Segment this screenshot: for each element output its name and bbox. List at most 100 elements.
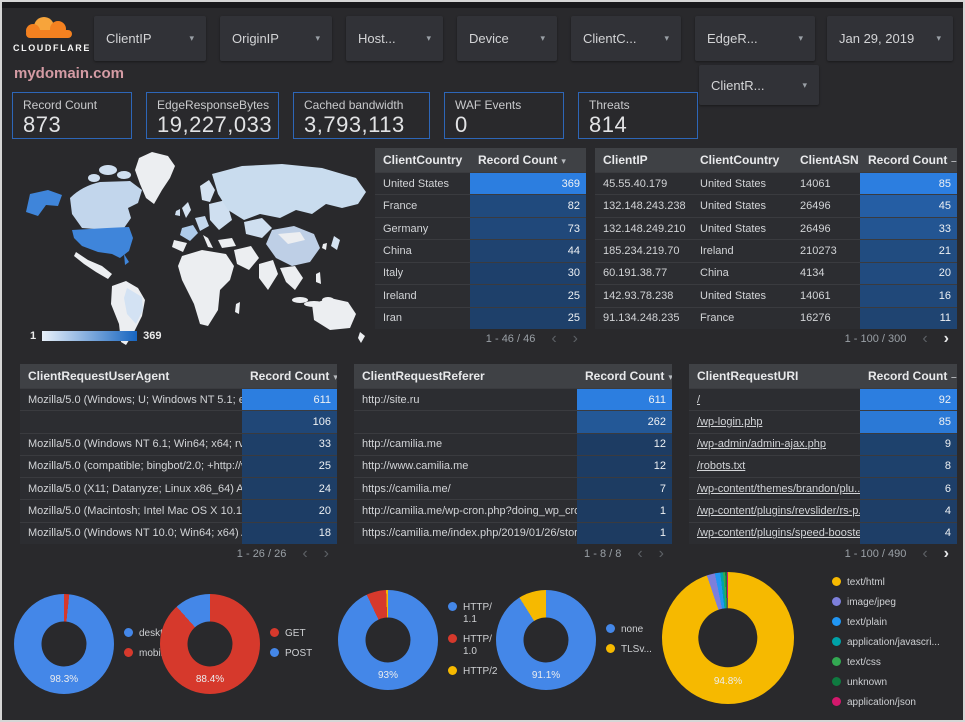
table-row[interactable]: 185.234.219.70 Ireland 210273 21 bbox=[595, 239, 957, 262]
filter-host[interactable]: Host... ▾ bbox=[346, 16, 443, 61]
legend-label: HTTP/ 1.1 bbox=[463, 602, 492, 625]
column-header[interactable]: ClientRequestURI bbox=[697, 369, 799, 383]
legend-item[interactable]: GET bbox=[270, 628, 312, 640]
table-row[interactable]: Mozilla/5.0 (X11; Datanyze; Linux x86_64… bbox=[20, 477, 337, 500]
legend-item[interactable]: HTTP/ 1.1 bbox=[448, 602, 497, 626]
table-row[interactable]: 132.148.243.238 United States 26496 45 bbox=[595, 194, 957, 217]
filter-originip[interactable]: OriginIP ▾ bbox=[220, 16, 332, 61]
cell: /wp-content/plugins/revslider/rs-p... bbox=[697, 505, 860, 518]
cell: 4134 bbox=[800, 267, 825, 280]
filter-edgeresponse[interactable]: EdgeR... ▾ bbox=[695, 16, 815, 61]
table-row[interactable]: 60.191.38.77 China 4134 20 bbox=[595, 261, 957, 285]
table-row[interactable]: /robots.txt 8 bbox=[689, 454, 957, 478]
table-row[interactable]: /wp-content/plugins/speed-booste... 4 bbox=[689, 521, 957, 544]
legend-item[interactable]: application/json bbox=[832, 697, 940, 709]
chevron-down-icon: ▾ bbox=[802, 79, 807, 90]
sort-descending-icon: ‒ bbox=[951, 156, 957, 166]
world-map[interactable]: 1 369 bbox=[12, 148, 372, 348]
table-row[interactable]: /wp-login.php 85 bbox=[689, 410, 957, 433]
table-row[interactable]: /wp-content/plugins/revslider/rs-p... 4 bbox=[689, 499, 957, 522]
table-row[interactable]: 45.55.40.179 United States 14061 85 bbox=[595, 172, 957, 195]
table-row[interactable]: http://camilia.me/wp-cron.php?doing_wp_c… bbox=[354, 499, 672, 522]
column-header[interactable]: ClientRequestUserAgent bbox=[28, 369, 170, 383]
table-row[interactable]: United States 369 bbox=[375, 172, 586, 195]
table-row[interactable]: https://camilia.me/7 bbox=[354, 477, 672, 500]
table-row[interactable]: Mozilla/5.0 (compatible; bingbot/2.0; +h… bbox=[20, 454, 337, 478]
report-title: mydomain.com bbox=[14, 65, 125, 82]
table-row[interactable]: 132.148.249.210 United States 26496 33 bbox=[595, 216, 957, 240]
legend-item[interactable]: none bbox=[606, 624, 652, 636]
table-pagination: 1 - 8 / 8 ‹ › bbox=[354, 544, 672, 562]
pagination-range: 1 - 26 / 26 bbox=[236, 547, 287, 560]
legend-item[interactable]: HTTP/2 bbox=[448, 666, 497, 678]
column-header[interactable]: ClientIP bbox=[603, 153, 648, 167]
table-row[interactable]: http://camilia.me 12 bbox=[354, 432, 672, 455]
legend-item[interactable]: text/html bbox=[832, 577, 940, 589]
column-header[interactable]: ClientCountry bbox=[383, 153, 463, 167]
table-row[interactable]: /wp-admin/admin-ajax.php 9 bbox=[689, 432, 957, 455]
chevron-right-icon[interactable]: › bbox=[943, 329, 949, 347]
legend-item[interactable]: image/jpeg bbox=[832, 597, 940, 609]
legend-label: text/plain bbox=[847, 617, 888, 628]
table-header: ClientCountry Record Count ▾ bbox=[375, 148, 586, 172]
table-row[interactable]: Mozilla/5.0 (Windows NT 10.0; Win64; x64… bbox=[20, 521, 337, 544]
column-header[interactable]: ClientASN bbox=[800, 153, 859, 167]
table-row[interactable]: France 82 bbox=[375, 194, 586, 217]
table-row[interactable]: Italy 30 bbox=[375, 261, 586, 285]
scorecard: Record Count 873 bbox=[12, 92, 132, 139]
table-row[interactable]: 262 bbox=[354, 410, 672, 433]
legend-item[interactable]: mobile bbox=[124, 648, 171, 660]
filter-clientcountry[interactable]: ClientC... ▾ bbox=[571, 16, 681, 61]
table-row[interactable]: Mozilla/5.0 (Macintosh; Intel Mac OS X 1… bbox=[20, 499, 337, 522]
table-row[interactable]: Mozilla/5.0 (Windows; U; Windows NT 5.1;… bbox=[20, 388, 337, 411]
table-row[interactable]: Ireland 25 bbox=[375, 284, 586, 307]
cell: 210273 bbox=[800, 244, 837, 257]
legend-item[interactable]: unknown bbox=[832, 677, 940, 689]
table-row[interactable]: 106 bbox=[20, 410, 337, 433]
cell: 82 bbox=[470, 195, 586, 217]
column-header[interactable]: Record Count ‒ bbox=[868, 369, 957, 383]
cell: 85 bbox=[860, 411, 957, 433]
cell: Germany bbox=[383, 222, 429, 235]
table-row[interactable]: /wp-content/themes/brandon/plu... 6 bbox=[689, 477, 957, 500]
cell: 91.134.248.235 bbox=[603, 312, 680, 325]
content-type-donut: 94.8% text/html image/jpeg text/plain applic… bbox=[662, 572, 940, 720]
legend-item[interactable]: deskt... bbox=[124, 628, 171, 640]
scorecard-value: 873 bbox=[23, 112, 62, 137]
cell: 25 bbox=[242, 455, 337, 478]
legend-item[interactable]: TLSv... bbox=[606, 644, 652, 656]
legend-item[interactable]: POST bbox=[270, 648, 312, 660]
table-row[interactable]: Mozilla/5.0 (Windows NT 6.1; Win64; x64;… bbox=[20, 432, 337, 455]
legend-item[interactable]: text/plain bbox=[832, 617, 940, 629]
table-row[interactable]: http://www.camilia.me 12 bbox=[354, 454, 672, 478]
cell: 33 bbox=[242, 433, 337, 455]
date-range-filter[interactable]: Jan 29, 2019 ▾ bbox=[827, 16, 953, 61]
table-row[interactable]: / 92 bbox=[689, 388, 957, 411]
legend-label: application/json bbox=[847, 697, 916, 708]
column-header[interactable]: Record Count▾ bbox=[242, 369, 337, 383]
scorecard-value: 0 bbox=[455, 112, 468, 137]
chevron-right-icon[interactable]: › bbox=[943, 544, 949, 562]
legend-label: HTTP/ 1.0 bbox=[463, 634, 492, 657]
column-header[interactable]: Record Count ‒ bbox=[868, 153, 957, 167]
filter-device[interactable]: Device ▾ bbox=[457, 16, 557, 61]
http-method-donut: 88.4% GET POST bbox=[160, 594, 312, 694]
table-row[interactable]: Iran 25 bbox=[375, 306, 586, 329]
filter-clientip[interactable]: ClientIP ▾ bbox=[94, 16, 206, 61]
table-row[interactable]: https://camilia.me/index.php/2019/01/26/… bbox=[354, 521, 672, 544]
legend-item[interactable]: application/javascri... bbox=[832, 637, 940, 649]
column-header[interactable]: Record Count▾ bbox=[478, 153, 566, 167]
column-header[interactable]: ClientCountry bbox=[700, 153, 780, 167]
table-row[interactable]: 142.93.78.238 United States 14061 16 bbox=[595, 284, 957, 307]
table-row[interactable]: 91.134.248.235 France 16276 11 bbox=[595, 306, 957, 329]
scorecard-value: 3,793,113 bbox=[304, 112, 405, 137]
table-row[interactable]: http://site.ru 611 bbox=[354, 388, 672, 411]
table-row[interactable]: China 44 bbox=[375, 239, 586, 262]
column-header[interactable]: Record Count▾ bbox=[577, 369, 672, 383]
legend-item[interactable]: text/css bbox=[832, 657, 940, 669]
legend-item[interactable]: HTTP/ 1.0 bbox=[448, 634, 497, 658]
table-row[interactable]: Germany 73 bbox=[375, 216, 586, 240]
column-header[interactable]: ClientRequestReferer bbox=[362, 369, 485, 383]
filter-clientrequest[interactable]: ClientR... ▾ bbox=[699, 65, 819, 105]
cell: 20 bbox=[860, 262, 957, 285]
